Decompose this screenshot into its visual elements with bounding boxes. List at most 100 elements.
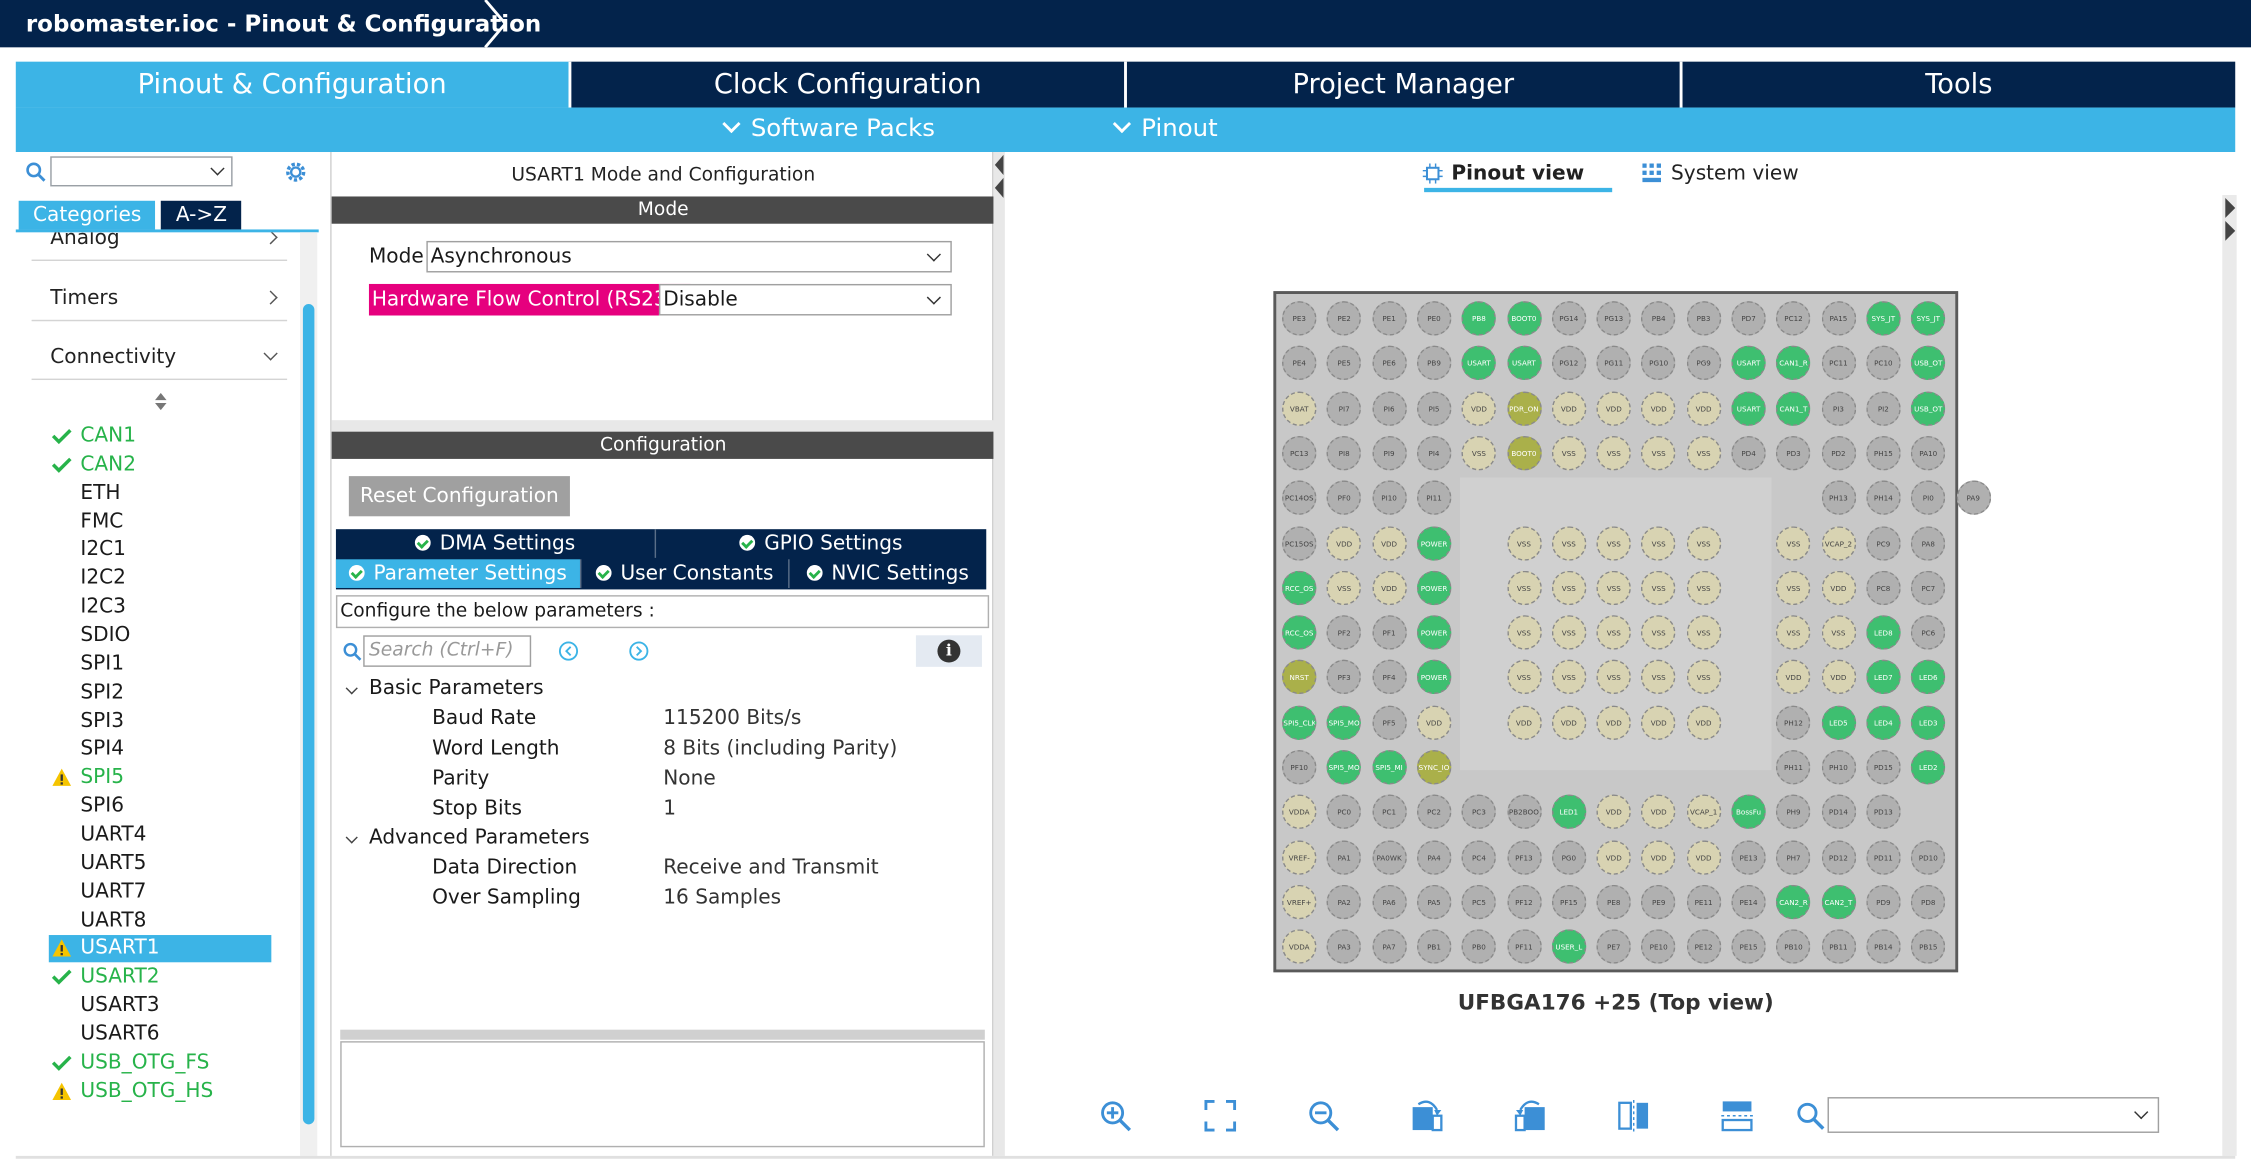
pin[interactable]: VSS [1776,570,1811,605]
pin[interactable]: PH12 [1776,705,1811,740]
pin[interactable]: PC6 [1911,615,1946,650]
pin[interactable]: VSS [1641,570,1676,605]
peripheral-item-can1[interactable]: CAN1 [49,423,272,450]
reset-configuration-button[interactable]: Reset Configuration [348,476,570,517]
pin[interactable]: VSS [1686,660,1721,695]
pin[interactable]: VDD [1371,570,1407,605]
pin[interactable]: USART [1731,390,1766,426]
pin[interactable]: USART [1506,346,1542,381]
peripheral-item-uart5[interactable]: UART5 [49,850,272,877]
pin[interactable]: PD13 [1866,794,1901,830]
peripheral-item-usart2[interactable]: USART2 [49,964,272,991]
pin[interactable]: PH10 [1821,750,1856,785]
pin[interactable]: VSS [1596,615,1631,650]
pin[interactable]: PG11 [1596,346,1631,381]
pin[interactable]: VSS [1596,570,1631,605]
pin[interactable]: VDD [1821,570,1856,605]
pin[interactable]: PA5 [1416,884,1452,920]
pin[interactable]: PF5 [1371,705,1407,740]
pin[interactable]: PDR_ON [1506,390,1542,426]
pin[interactable]: PB2BOO [1506,794,1542,830]
right-scrollbar[interactable] [2222,195,2237,1156]
pin[interactable]: SPI5_CLK [1281,705,1317,740]
pin[interactable]: PF2 [1326,615,1362,650]
peripheral-item-sdio[interactable]: SDIO [49,622,272,649]
pin[interactable]: VDD [1821,660,1856,695]
pin[interactable]: SPI5_MO [1326,705,1362,740]
pin[interactable]: CAN2_T [1821,884,1856,920]
pin[interactable]: PE1 [1371,301,1407,336]
pin[interactable]: VSS [1551,525,1587,561]
pin[interactable]: VSS [1686,615,1721,650]
pin[interactable]: PB8 [1461,301,1497,336]
pin[interactable]: PE10 [1641,929,1676,964]
pin-search-combo[interactable] [1827,1097,2160,1133]
pin[interactable]: USER_L [1551,929,1587,964]
pin[interactable]: VCAP_1 [1686,794,1721,830]
pin[interactable]: LED3 [1911,705,1946,740]
parameter-value[interactable]: 8 Bits (including Parity) [663,737,898,761]
pin[interactable]: PH9 [1776,794,1811,830]
pin[interactable]: PH7 [1776,839,1811,875]
peripheral-item-usart1[interactable]: USART1 [48,935,272,963]
category-analog[interactable]: Analog [31,232,288,262]
pin[interactable]: PB10 [1776,929,1811,964]
pin[interactable]: LED2 [1911,750,1946,785]
pin[interactable]: PG0 [1551,839,1587,875]
pin[interactable]: PF15 [1551,884,1587,920]
pin[interactable]: PA6 [1371,884,1407,920]
pin[interactable]: VDD [1776,660,1811,695]
pin[interactable]: PH15 [1866,435,1901,471]
parameter-value[interactable]: 1 [663,797,677,821]
pin[interactable]: PC1 [1371,794,1407,830]
rotate-left-icon[interactable] [1513,1099,1547,1133]
pin[interactable]: PI0 [1911,480,1946,516]
peripheral-item-usb-otg-hs[interactable]: USB_OTG_HS [49,1078,272,1105]
expand-arrows-icon[interactable] [2225,197,2236,241]
pin[interactable]: PB3 [1686,301,1721,336]
sort-icon[interactable] [154,392,168,411]
pin[interactable]: LED7 [1866,660,1901,695]
panel-splitter[interactable] [993,152,1005,1156]
pin[interactable]: VDD [1641,839,1676,875]
pin[interactable]: PI7 [1326,390,1362,426]
info-button[interactable]: i [915,635,982,667]
pin[interactable]: PE6 [1371,346,1407,381]
pin[interactable]: PF13 [1506,839,1542,875]
pin[interactable]: VDD [1686,705,1721,740]
pin[interactable]: PH11 [1776,750,1811,785]
pin[interactable]: PC2 [1416,794,1452,830]
pin[interactable]: PB9 [1416,346,1452,381]
pin[interactable]: VSS [1776,525,1811,561]
pin[interactable]: PB1 [1416,929,1452,964]
parameter-search-input[interactable]: Search (Ctrl+F) [363,635,532,667]
pin[interactable]: VBAT [1281,390,1317,426]
pin[interactable]: PG12 [1551,346,1587,381]
pin[interactable]: SYNC_IO [1416,750,1452,785]
pin[interactable]: USART [1731,346,1766,381]
pin[interactable]: POWER [1416,660,1452,695]
pin[interactable]: PE12 [1686,929,1721,964]
pin[interactable]: PC0 [1326,794,1362,830]
mode-select[interactable]: Asynchronous [426,240,952,273]
category-search-combo[interactable] [50,156,233,187]
pin[interactable]: VDD [1596,839,1631,875]
parameter-value[interactable]: None [663,767,716,791]
pin[interactable]: VSS [1641,660,1676,695]
next-match-icon[interactable] [629,641,649,661]
pin[interactable]: VDD [1461,390,1497,426]
tab-user-constants[interactable]: User Constants [579,559,788,588]
pin[interactable]: PF12 [1506,884,1542,920]
pin[interactable]: PA4 [1416,839,1452,875]
pin[interactable]: PG13 [1596,301,1631,336]
tab-gpio-settings[interactable]: GPIO Settings [654,529,987,558]
pinout-menu[interactable]: Pinout [1112,115,1218,143]
parameter-value[interactable]: Receive and Transmit [663,856,879,880]
tab-categories[interactable]: Categories [18,200,156,230]
pin[interactable]: POWER [1416,525,1452,561]
zoom-in-icon[interactable] [1098,1099,1132,1133]
tab-nvic-settings[interactable]: NVIC Settings [788,559,986,588]
pin[interactable]: USB_OT [1911,346,1946,381]
pin[interactable]: PC13 [1281,435,1317,471]
pin[interactable]: PI2 [1866,390,1901,426]
